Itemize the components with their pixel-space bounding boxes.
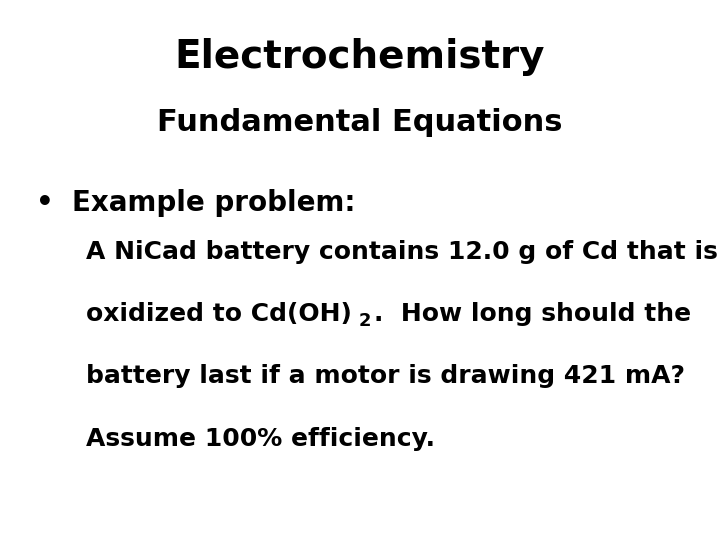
Text: Example problem:: Example problem: — [72, 189, 356, 217]
Text: Fundamental Equations: Fundamental Equations — [157, 108, 563, 137]
Text: battery last if a motor is drawing 421 mA?: battery last if a motor is drawing 421 m… — [86, 364, 685, 388]
Text: •: • — [36, 189, 54, 217]
Text: oxidized to Cd(OH): oxidized to Cd(OH) — [86, 302, 352, 326]
Text: .  How long should the: . How long should the — [374, 302, 691, 326]
Text: 2: 2 — [359, 312, 371, 330]
Text: A NiCad battery contains 12.0 g of Cd that is: A NiCad battery contains 12.0 g of Cd th… — [86, 240, 719, 264]
Text: Electrochemistry: Electrochemistry — [175, 38, 545, 76]
Text: Assume 100% efficiency.: Assume 100% efficiency. — [86, 427, 436, 450]
